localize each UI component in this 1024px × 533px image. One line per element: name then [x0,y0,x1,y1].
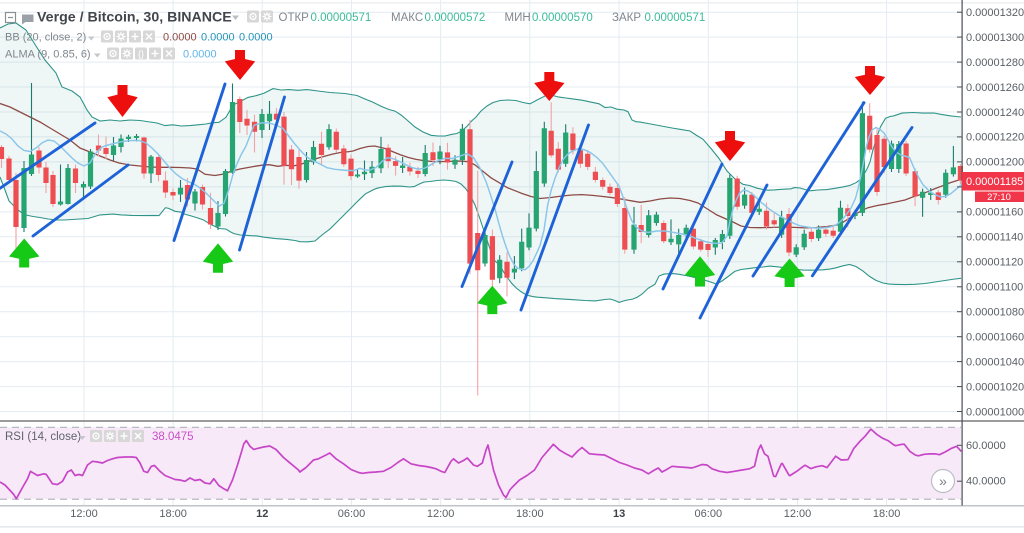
svg-text:ALMA (9, 0.85, 6): ALMA (9, 0.85, 6) [5,49,91,61]
svg-text:12:00: 12:00 [70,508,98,520]
svg-text:0.0000: 0.0000 [163,32,197,44]
svg-text:ЗАКР: ЗАКР [612,12,641,24]
svg-text:0.0000: 0.0000 [183,49,217,61]
svg-text:12:00: 12:00 [784,508,812,520]
svg-text:0.00001000: 0.00001000 [966,406,1024,418]
svg-text:0.00000570: 0.00000570 [532,12,593,24]
svg-text:0.00001100: 0.00001100 [966,282,1023,294]
svg-text:0.00001160: 0.00001160 [966,207,1023,219]
svg-text:0.00000571: 0.00000571 [645,12,706,24]
svg-text:{}: {} [138,49,144,59]
svg-text:12: 12 [256,508,268,520]
svg-text:0.00001300: 0.00001300 [966,32,1024,44]
svg-text:0.00001280: 0.00001280 [966,57,1024,69]
svg-text:0.00001140: 0.00001140 [966,232,1023,244]
svg-text:0.0000: 0.0000 [239,32,273,44]
svg-text:18:00: 18:00 [516,508,544,520]
svg-text:0.00001240: 0.00001240 [966,107,1024,119]
svg-text:38.0475: 38.0475 [152,431,194,443]
svg-text:МИН: МИН [505,12,531,24]
svg-text:0.00000572: 0.00000572 [425,12,486,24]
svg-text:12:00: 12:00 [427,508,455,520]
svg-text:60.0000: 60.0000 [966,440,1006,452]
svg-text:0.00001080: 0.00001080 [966,307,1024,319]
svg-text:0.0000: 0.0000 [201,32,235,44]
svg-text:06:00: 06:00 [338,508,366,520]
svg-text:0.00001120: 0.00001120 [966,257,1023,269]
svg-text:Verge / Bitcoin, 30, BINANCE: Verge / Bitcoin, 30, BINANCE [37,10,232,26]
svg-text:13: 13 [613,508,625,520]
svg-text:18:00: 18:00 [159,508,187,520]
svg-text:ОТКР: ОТКР [279,12,310,24]
svg-text:0.00001060: 0.00001060 [966,332,1024,344]
svg-text:RSI (14, close): RSI (14, close) [5,431,81,443]
svg-text:0.00001320: 0.00001320 [966,7,1024,19]
svg-text:»: » [939,473,947,489]
svg-text:40.0000: 40.0000 [966,476,1006,488]
svg-text:0.00001020: 0.00001020 [966,381,1024,393]
svg-text:BB (20, close, 2): BB (20, close, 2) [5,32,86,44]
svg-text:0.00001200: 0.00001200 [966,157,1024,169]
svg-text:18:00: 18:00 [873,508,901,520]
svg-text:0.00000571: 0.00000571 [311,12,372,24]
svg-text:0.00001040: 0.00001040 [966,356,1024,368]
svg-text:0.00001260: 0.00001260 [966,82,1024,94]
svg-text:27:10: 27:10 [987,192,1011,203]
svg-text:0.00001220: 0.00001220 [966,132,1024,144]
svg-text:06:00: 06:00 [695,508,723,520]
svg-text:0.00001185: 0.00001185 [966,176,1023,188]
svg-text:МАКС: МАКС [391,12,423,24]
